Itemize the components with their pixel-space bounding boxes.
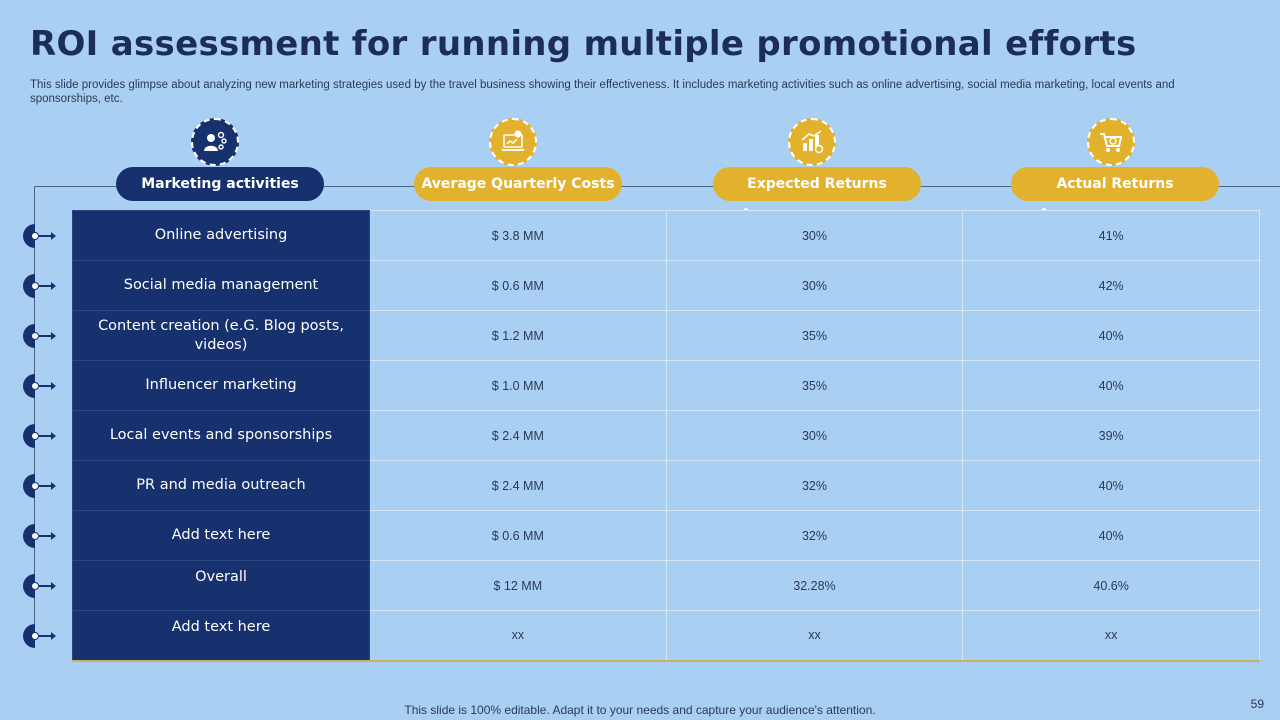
table-row: Add text here $ 0.6 MM 32% 40% bbox=[72, 510, 1260, 561]
header-connector-line bbox=[918, 186, 1012, 187]
expected-return-cell: 30% bbox=[665, 260, 964, 311]
row-marker-icon bbox=[23, 424, 56, 448]
actual-return-cell: 40.6% bbox=[962, 560, 1260, 611]
actual-return-cell: 40% bbox=[962, 460, 1260, 511]
table-row: Online advertising $ 3.8 MM 30% 41% bbox=[72, 210, 1260, 261]
growth-chart-icon bbox=[788, 118, 836, 166]
slide-title: ROI assessment for running multiple prom… bbox=[30, 24, 1137, 64]
activity-cell: Overall bbox=[72, 560, 370, 611]
expected-return-cell: 35% bbox=[665, 360, 964, 411]
expected-return-cell: 30% bbox=[665, 410, 964, 461]
expected-return-cell: 32% bbox=[665, 510, 964, 561]
header-connector-line bbox=[34, 186, 118, 187]
activity-cell: Influencer marketing bbox=[72, 360, 370, 411]
column-header-actual-returns: Actual Returns bbox=[1011, 167, 1219, 201]
cost-cell: $ 12 MM bbox=[369, 560, 667, 611]
table-row: Add text here xx xx xx bbox=[72, 610, 1260, 662]
row-marker-icon bbox=[23, 224, 56, 248]
cost-cell: $ 0.6 MM bbox=[369, 510, 667, 561]
laptop-dollar-icon bbox=[489, 118, 537, 166]
activity-cell: Online advertising bbox=[72, 210, 370, 261]
footer-note: This slide is 100% editable. Adapt it to… bbox=[404, 703, 876, 717]
cost-cell: $ 2.4 MM bbox=[369, 410, 667, 461]
actual-return-cell: 41% bbox=[962, 210, 1260, 261]
shopping-cart-icon bbox=[1087, 118, 1135, 166]
cost-cell: $ 1.0 MM bbox=[369, 360, 667, 411]
header-connector-line bbox=[322, 186, 416, 187]
activity-cell: Add text here bbox=[72, 610, 370, 662]
row-marker-icon bbox=[23, 524, 56, 548]
table-row: PR and media outreach $ 2.4 MM 32% 40% bbox=[72, 460, 1260, 511]
row-marker-icon bbox=[23, 324, 56, 348]
activity-cell: Social media management bbox=[72, 260, 370, 311]
actual-return-cell: 40% bbox=[962, 360, 1260, 411]
column-header-average-quarterly-costs: Average Quarterly Costs bbox=[414, 167, 622, 201]
actual-return-cell: 40% bbox=[962, 310, 1260, 361]
marketing-people-icon bbox=[191, 118, 239, 166]
column-header-expected-returns: Expected Returns bbox=[713, 167, 921, 201]
table-row-overall: Overall $ 12 MM 32.28% 40.6% bbox=[72, 560, 1260, 611]
header-connector-line bbox=[620, 186, 714, 187]
column-header-marketing-activities: Marketing activities bbox=[116, 167, 324, 201]
roi-table: Online advertising $ 3.8 MM 30% 41% Soci… bbox=[72, 210, 1260, 662]
row-marker-icon bbox=[23, 274, 56, 298]
actual-return-cell: 39% bbox=[962, 410, 1260, 461]
actual-return-cell: 42% bbox=[962, 260, 1260, 311]
expected-return-cell: 32.28% bbox=[665, 560, 964, 611]
expected-return-cell: 30% bbox=[665, 210, 964, 261]
cost-cell: $ 1.2 MM bbox=[369, 310, 667, 361]
cost-cell: $ 2.4 MM bbox=[369, 460, 667, 511]
timeline-vertical-line bbox=[34, 186, 35, 636]
table-row: Local events and sponsorships $ 2.4 MM 3… bbox=[72, 410, 1260, 461]
activity-cell: PR and media outreach bbox=[72, 460, 370, 511]
expected-return-cell: 35% bbox=[665, 310, 964, 361]
activity-cell: Add text here bbox=[72, 510, 370, 561]
row-marker-icon bbox=[23, 574, 56, 598]
cost-cell: $ 3.8 MM bbox=[369, 210, 667, 261]
expected-return-cell: xx bbox=[665, 610, 964, 662]
activity-cell: Local events and sponsorships bbox=[72, 410, 370, 461]
row-marker-icon bbox=[23, 374, 56, 398]
table-row: Social media management $ 0.6 MM 30% 42% bbox=[72, 260, 1260, 311]
row-marker-icon bbox=[23, 474, 56, 498]
table-row: Influencer marketing $ 1.0 MM 35% 40% bbox=[72, 360, 1260, 411]
activity-cell: Content creation (e.G. Blog posts, video… bbox=[72, 310, 370, 361]
actual-return-cell: xx bbox=[962, 610, 1260, 662]
page-number: 59 bbox=[1250, 697, 1264, 711]
cost-cell: xx bbox=[369, 610, 667, 662]
expected-return-cell: 32% bbox=[665, 460, 964, 511]
slide-subtitle: This slide provides glimpse about analyz… bbox=[30, 79, 1175, 105]
actual-return-cell: 40% bbox=[962, 510, 1260, 561]
row-marker-icon bbox=[23, 624, 56, 648]
table-row: Content creation (e.G. Blog posts, video… bbox=[72, 310, 1260, 361]
header-connector-line bbox=[1217, 186, 1280, 187]
cost-cell: $ 0.6 MM bbox=[369, 260, 667, 311]
